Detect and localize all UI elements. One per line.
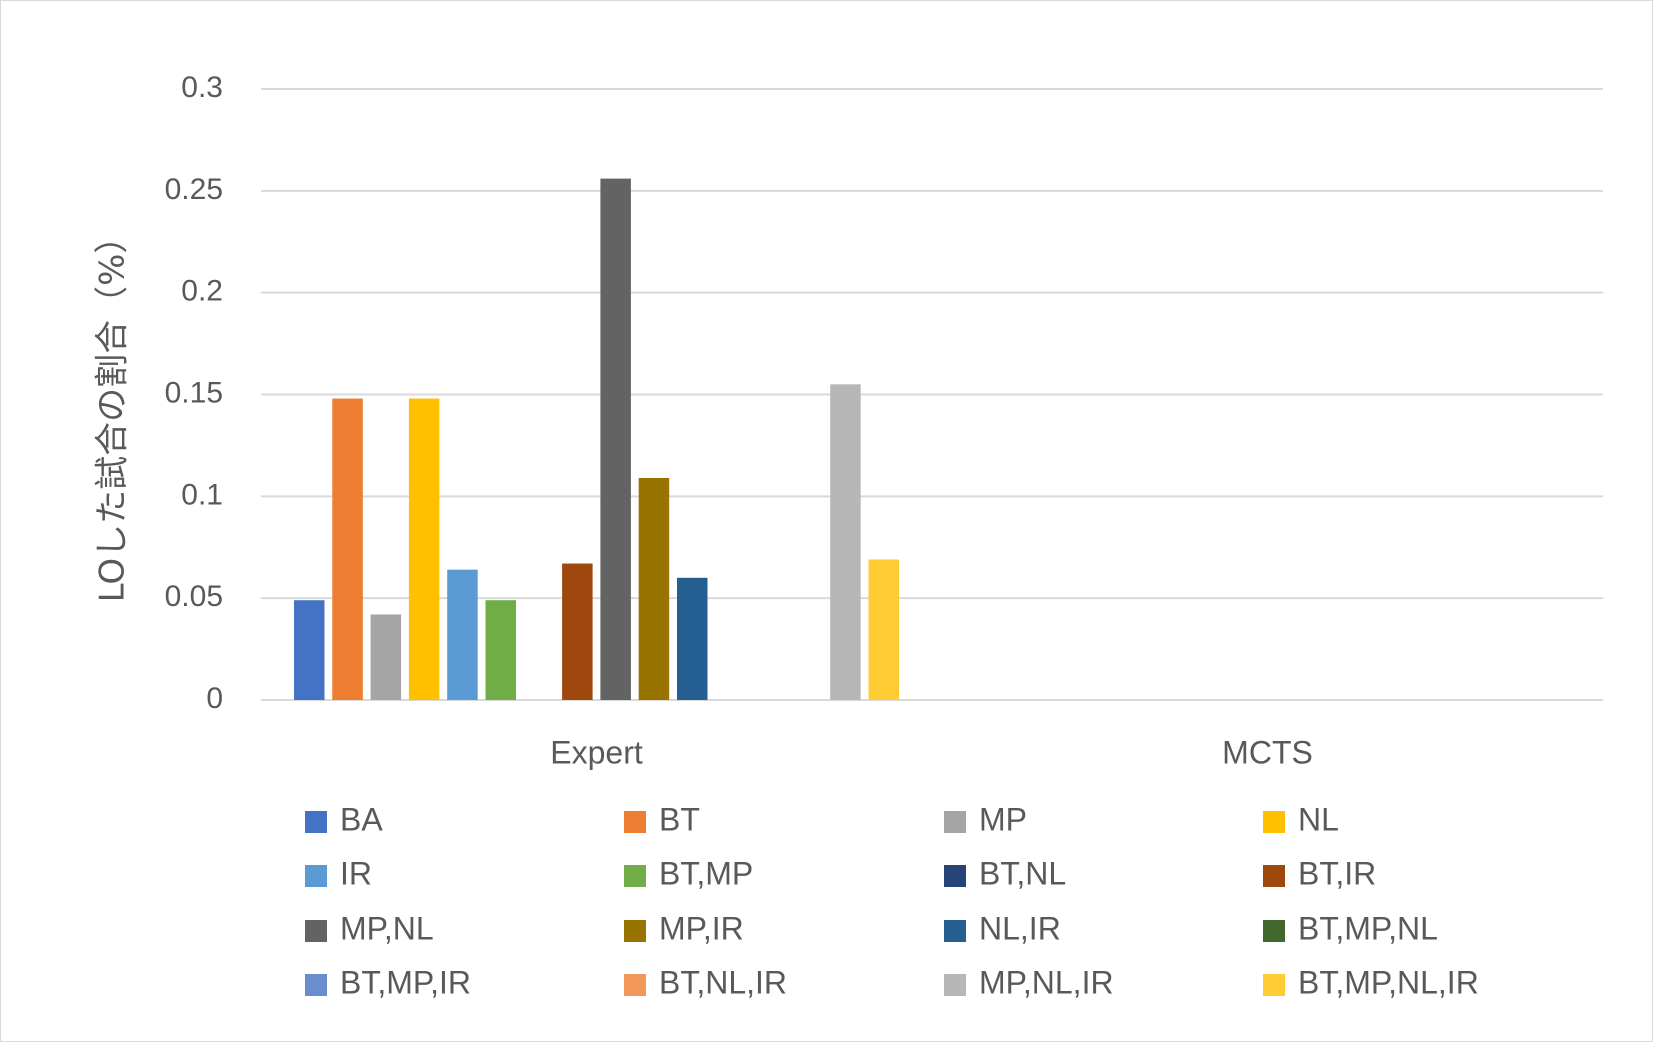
legend-label: BT,NL [979, 855, 1066, 891]
y-tick-label: 0.2 [181, 275, 223, 308]
legend-swatch [944, 920, 966, 942]
legend-label: BT,MP [659, 855, 753, 891]
legend-label: BA [340, 801, 383, 837]
y-axis-title: LOした試合の割合（%） [93, 220, 133, 603]
y-tick-label: 0.05 [165, 580, 223, 613]
bar-expert-nl-ir [677, 577, 708, 700]
legend-label: BT,MP,NL [1298, 910, 1438, 946]
legend-swatch [305, 811, 327, 833]
y-tick-labels: 0 0.05 0.1 0.15 0.2 0.25 0.3 [165, 71, 223, 715]
legend-swatch [305, 974, 327, 996]
y-tick-label: 0.25 [165, 173, 223, 206]
gridlines [261, 88, 1603, 701]
legend-swatch [944, 974, 966, 996]
legend-label: BT,MP,IR [340, 964, 471, 1000]
legend-swatch [1263, 920, 1285, 942]
legend-label: NL,IR [979, 910, 1061, 946]
bar-expert-mp-ir [638, 478, 670, 700]
y-tick-label: 0 [206, 682, 223, 715]
bar-expert-bt-ir [562, 563, 593, 700]
legend-label: BT,MP,NL,IR [1298, 964, 1479, 1000]
bar-expert-nl [408, 398, 440, 700]
bar-expert-ba [294, 600, 325, 700]
legend-label: MP,NL [340, 910, 434, 946]
legend-swatch [944, 811, 966, 833]
legend-swatch [305, 865, 327, 887]
y-tick-label: 0.3 [181, 71, 223, 104]
legend-swatch [944, 865, 966, 887]
category-label: Expert [550, 734, 643, 770]
legend-swatch [624, 865, 646, 887]
y-tick-label: 0.15 [165, 376, 223, 409]
category-labels: Expert MCTS [550, 734, 1313, 770]
legend-swatch [1263, 865, 1285, 887]
legend-label: MP,NL,IR [979, 964, 1114, 1000]
bar-expert-bt-mp-nl-ir [868, 559, 899, 700]
category-label: MCTS [1222, 734, 1313, 770]
legend-label: BT,NL,IR [659, 964, 787, 1000]
bar-expert-bt-mp [485, 600, 516, 700]
legend-label: MP,IR [659, 910, 744, 946]
legend-swatch [624, 811, 646, 833]
legend-label: NL [1298, 801, 1339, 837]
bar-expert-ir [447, 569, 478, 700]
bar-expert-mp-nl-ir [830, 384, 861, 700]
bar-expert-bt [332, 398, 363, 700]
legend: BA BT MP NL IR BT,MP BT,NL BT,IR MP,NL MP,IR NL,IR… [305, 801, 1479, 1000]
legend-label: BT [659, 801, 700, 837]
bar-expert-mp-nl [600, 178, 631, 700]
legend-label: IR [340, 855, 372, 891]
legend-swatch [624, 920, 646, 942]
legend-label: MP [979, 801, 1027, 837]
legend-swatch [1263, 974, 1285, 996]
y-tick-label: 0.1 [181, 478, 223, 511]
bar-expert-mp [370, 614, 402, 700]
legend-label: BT,IR [1298, 855, 1376, 891]
legend-swatch [1263, 811, 1285, 833]
legend-swatch [305, 920, 327, 942]
legend-swatch [624, 974, 646, 996]
bars [294, 178, 899, 700]
